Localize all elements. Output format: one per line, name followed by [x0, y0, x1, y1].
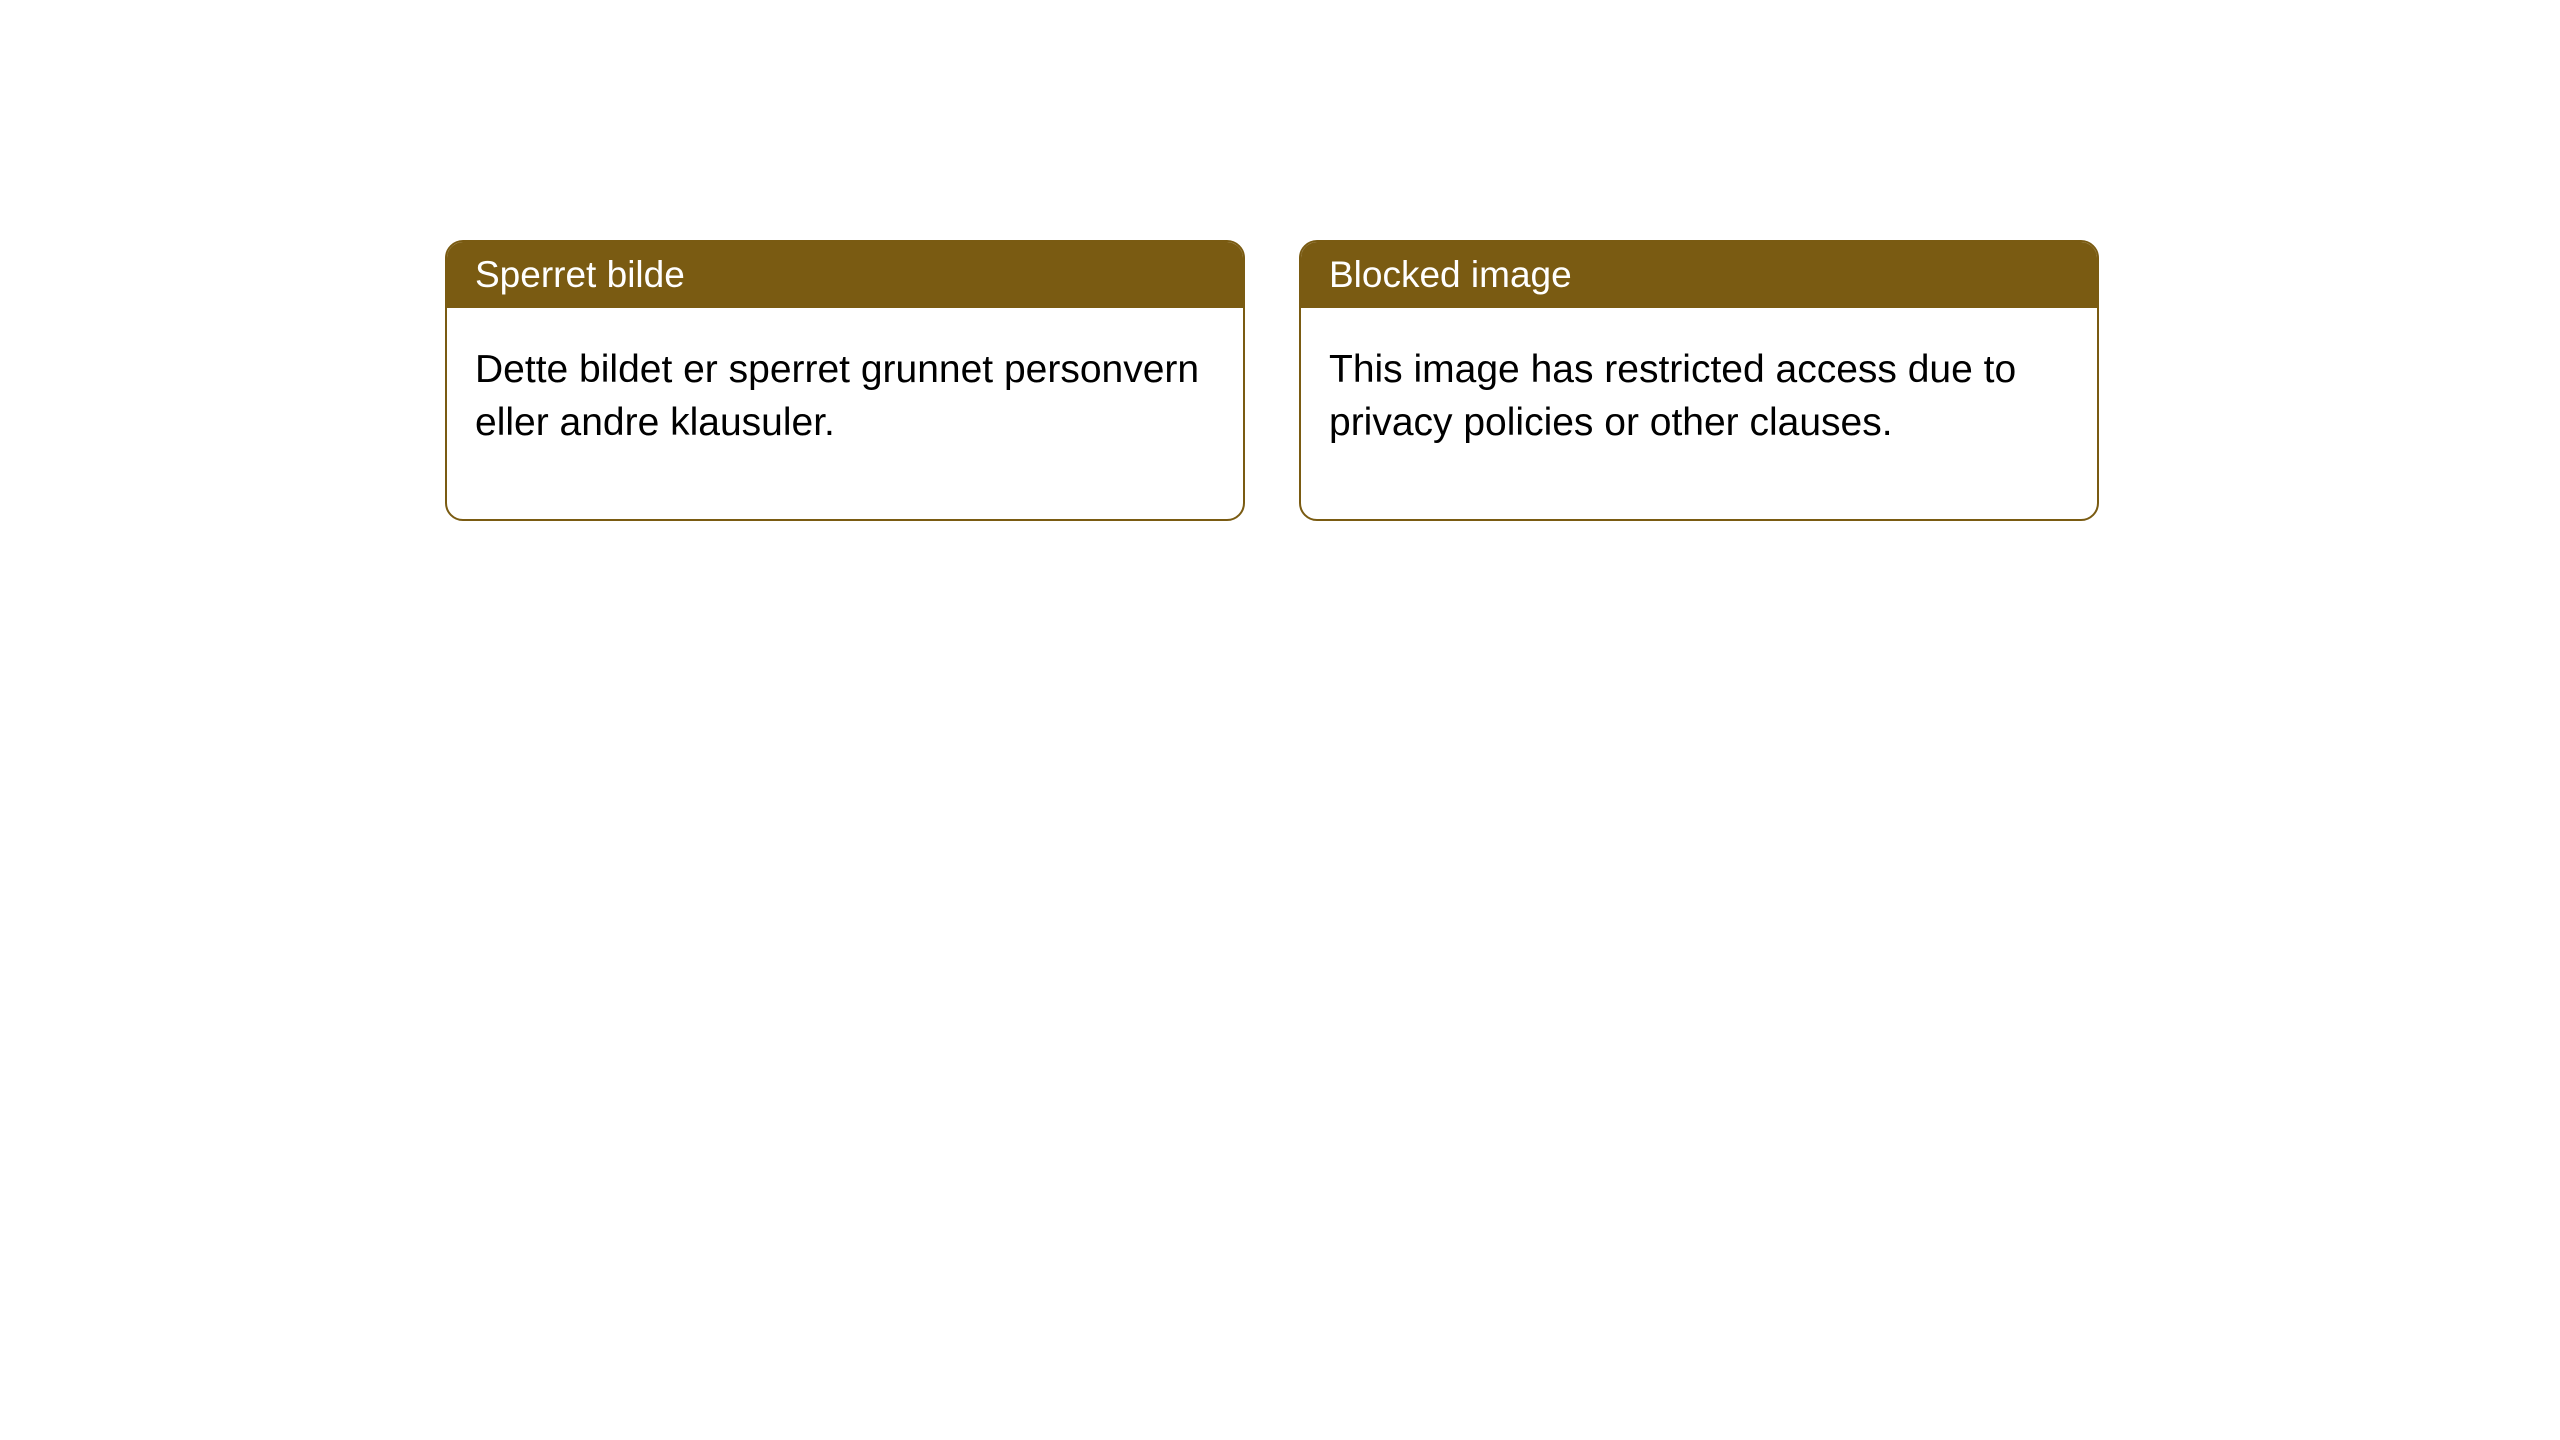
- notice-body-text: This image has restricted access due to …: [1301, 308, 2097, 519]
- notice-title: Blocked image: [1301, 242, 2097, 308]
- notice-card-norwegian: Sperret bilde Dette bildet er sperret gr…: [445, 240, 1245, 521]
- notice-container: Sperret bilde Dette bildet er sperret gr…: [0, 0, 2560, 521]
- notice-title: Sperret bilde: [447, 242, 1243, 308]
- notice-card-english: Blocked image This image has restricted …: [1299, 240, 2099, 521]
- notice-body-text: Dette bildet er sperret grunnet personve…: [447, 308, 1243, 519]
